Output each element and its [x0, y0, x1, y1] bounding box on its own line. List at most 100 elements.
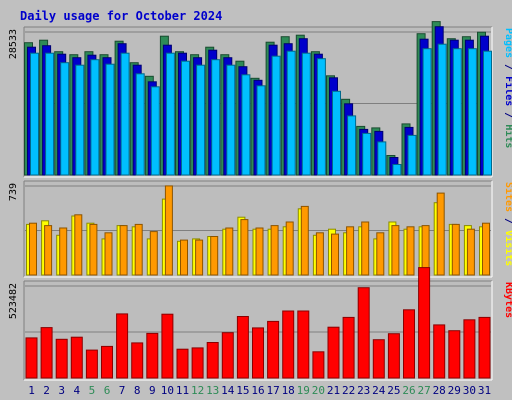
panel-bottom-legend: KBytes: [503, 282, 512, 318]
bar-top-pages-day-7: [120, 52, 130, 176]
bar-bottom-kbytes-day-3: [55, 338, 68, 379]
panel-top-ytick: 28533: [8, 29, 19, 59]
bar-bottom-kbytes-day-15: [236, 316, 249, 379]
bar-bottom-kbytes-day-26: [403, 309, 415, 379]
bar-middle-sites-day-30: [466, 228, 475, 276]
panel-top-legend-part-1: /: [503, 58, 512, 76]
x-tick-label-day-18: 18: [282, 384, 295, 397]
panel-top-legend-part-3: /: [503, 106, 512, 124]
bar-top-pages-day-10: [165, 52, 175, 176]
x-tick-label-day-9: 9: [149, 384, 156, 397]
bar-top-pages-day-6: [105, 63, 115, 176]
x-axis-labels: 1 2 3 4 5 6 7 8 9 10 11 12 13 14 15 16 17 18 19 20 21 22 23 24 2…: [28, 384, 491, 397]
bar-bottom-kbytes-day-1: [25, 337, 38, 379]
x-tick-label-day-26: 26: [402, 384, 415, 397]
panel-top: 28533 Pages / Files / Hits: [8, 21, 512, 178]
bar-middle-sites-day-14: [225, 227, 234, 276]
x-tick-label-day-31: 31: [478, 384, 491, 397]
bar-bottom-kbytes-day-4: [70, 336, 83, 379]
bar-top-pages-day-11: [181, 60, 190, 176]
bar-bottom-kbytes-day-23: [357, 287, 370, 379]
bar-bottom-kbytes-day-18: [282, 310, 295, 379]
bar-top-pages-day-23: [362, 132, 372, 176]
panel-middle: 739 Sites / Visits: [8, 180, 512, 278]
panel-middle-legend-part-0: Sites: [503, 182, 512, 212]
bar-bottom-kbytes-day-31: [478, 316, 491, 379]
x-tick-label-day-23: 23: [357, 384, 370, 397]
bar-top-pages-day-16: [256, 85, 266, 176]
bar-bottom-kbytes-day-5: [85, 349, 98, 379]
x-tick-label-day-14: 14: [221, 384, 235, 397]
x-tick-label-day-11: 11: [176, 384, 189, 397]
bar-top-pages-day-8: [135, 73, 145, 176]
bar-top-pages-day-25: [392, 164, 402, 176]
x-tick-label-day-1: 1: [28, 384, 35, 397]
x-tick-label-day-25: 25: [387, 384, 400, 397]
bar-top-pages-day-29: [452, 48, 462, 176]
bar-middle-sites-day-12: [195, 239, 204, 276]
bar-middle-sites-day-16: [255, 227, 264, 276]
bar-middle-sites-day-1: [29, 222, 37, 276]
chart-panels: 28533 Pages / Files / Hits 739 Sites / Visi…: [8, 21, 512, 381]
bar-middle-sites-day-4: [74, 214, 83, 276]
bar-top-pages-day-24: [377, 141, 387, 176]
bar-bottom-kbytes-day-19: [297, 310, 310, 379]
bar-middle-sites-day-17: [270, 225, 279, 276]
bar-bottom-kbytes-day-14: [221, 332, 234, 379]
bar-top-pages-day-17: [271, 55, 281, 176]
bar-top-pages-day-31: [483, 50, 492, 176]
x-tick-label-day-8: 8: [134, 384, 141, 397]
x-tick-label-day-7: 7: [119, 384, 126, 397]
bar-top-pages-day-26: [407, 134, 417, 176]
bar-middle-sites-day-28: [436, 192, 445, 276]
bar-middle-sites-day-19: [300, 205, 309, 276]
bar-top-pages-day-18: [286, 50, 296, 176]
panel-top-legend-part-4: Hits: [503, 124, 512, 148]
bar-middle-sites-day-22: [346, 226, 355, 276]
bar-middle-sites-day-24: [376, 232, 385, 276]
bar-middle-sites-day-2: [44, 225, 53, 276]
bar-bottom-kbytes-day-12: [191, 347, 204, 379]
bar-bottom-kbytes-day-17: [267, 320, 280, 379]
bar-bottom-kbytes-day-22: [342, 316, 355, 379]
x-tick-label-day-28: 28: [433, 384, 446, 397]
bar-top-pages-day-5: [90, 59, 100, 176]
bar-middle-sites-day-9: [149, 231, 158, 276]
bar-top-pages-day-14: [226, 64, 236, 176]
x-tick-label-day-15: 15: [236, 384, 249, 397]
bar-bottom-kbytes-day-30: [463, 319, 476, 379]
x-tick-label-day-20: 20: [312, 384, 325, 397]
panel-bottom: 523482 KBytes: [8, 267, 512, 381]
bar-bottom-kbytes-day-25: [387, 333, 400, 379]
x-tick-label-day-13: 13: [206, 384, 219, 397]
bar-top-pages-day-22: [347, 115, 357, 176]
bar-bottom-kbytes-day-29: [448, 330, 461, 379]
bar-bottom-kbytes-day-10: [161, 313, 174, 379]
x-tick-label-day-22: 22: [342, 384, 355, 397]
bar-middle-sites-day-26: [406, 226, 415, 276]
bar-middle-sites-day-7: [119, 225, 128, 276]
bar-bottom-kbytes-day-27: [418, 267, 431, 379]
bar-middle-sites-day-25: [391, 225, 400, 276]
bar-top-pages-day-4: [75, 64, 85, 176]
panel-middle-legend-part-2: Visits: [503, 230, 512, 266]
bar-middle-sites-day-8: [134, 223, 143, 276]
bar-top-pages-day-12: [196, 64, 206, 176]
x-tick-label-day-19: 19: [297, 384, 310, 397]
x-tick-label-day-3: 3: [58, 384, 65, 397]
bar-top-pages-day-20: [316, 58, 326, 176]
x-tick-label-day-4: 4: [73, 384, 80, 397]
panel-middle-legend-part-1: /: [503, 212, 512, 230]
bar-top-pages-day-28: [437, 43, 447, 176]
bar-bottom-kbytes-day-28: [433, 324, 446, 379]
panel-bottom-legend-part-0: KBytes: [503, 282, 512, 318]
bar-top-pages-day-19: [301, 52, 311, 176]
x-tick-label-day-17: 17: [266, 384, 279, 397]
bar-bottom-kbytes-day-9: [146, 332, 159, 379]
bar-middle-sites-day-23: [361, 221, 370, 276]
bar-bottom-kbytes-day-24: [372, 339, 385, 379]
bar-top-pages-day-2: [45, 52, 55, 176]
bar-top-pages-day-9: [150, 86, 160, 176]
bar-top-pages-day-30: [467, 48, 477, 176]
